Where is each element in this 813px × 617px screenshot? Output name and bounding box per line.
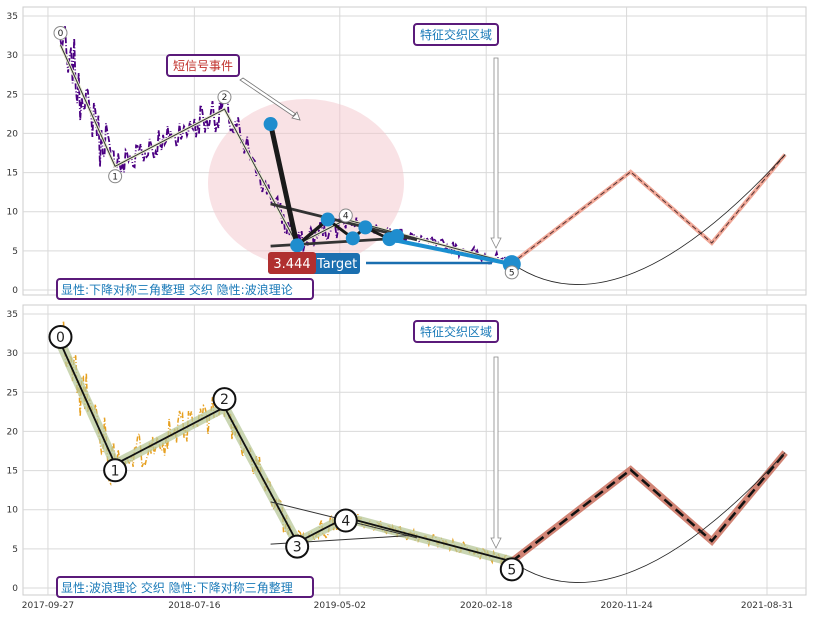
- intersect-zone-box: [413, 23, 499, 46]
- wave-point-label: 1: [111, 463, 120, 479]
- wave-line: [59, 342, 513, 563]
- wave-point-label: 1: [112, 172, 118, 182]
- projection-arc: [511, 154, 786, 285]
- wave-point-marker: [499, 557, 524, 582]
- wave-point-label: 4: [343, 212, 349, 222]
- short-signal-box: [166, 54, 240, 77]
- wave-point-label: 0: [58, 29, 64, 39]
- signal-dot: [389, 228, 404, 243]
- wave-point-marker: [333, 508, 358, 533]
- intersect-zone-box: [413, 320, 499, 343]
- target-label: Target: [316, 257, 357, 272]
- y-tick-label: 0: [12, 584, 18, 594]
- intersect-zone-arrow: [490, 57, 502, 249]
- y-tick-label: 10: [7, 208, 19, 218]
- signal-dot: [358, 220, 373, 235]
- wave-point-marker: [53, 25, 68, 40]
- x-tick-label: 2021-08-31: [741, 601, 793, 611]
- footer-box: [56, 576, 314, 598]
- intersect-zone-label: 特征交织区域: [420, 324, 492, 339]
- wave-point-marker: [285, 534, 310, 559]
- wave-point-marker: [103, 458, 128, 483]
- wave-point-label: 3: [293, 540, 302, 556]
- y-tick-label: 10: [7, 506, 19, 516]
- wave-point-label: 2: [222, 93, 228, 103]
- projection-line: [511, 451, 787, 563]
- target-value-box: [268, 252, 316, 274]
- plot-area: [22, 6, 807, 296]
- y-tick-label: 30: [7, 349, 19, 359]
- x-tick-label: 2019-05-02: [314, 601, 366, 611]
- signal-line: [268, 123, 300, 246]
- y-tick-label: 35: [7, 12, 18, 22]
- x-tick-label: 2020-11-24: [600, 601, 653, 611]
- wave-point-label: 2: [220, 392, 229, 408]
- projection-arc: [511, 452, 786, 583]
- projection-line: [511, 154, 786, 264]
- y-tick-label: 0: [12, 286, 18, 296]
- wave-point-label: 5: [509, 268, 515, 278]
- y-tick-label: 15: [7, 169, 18, 179]
- intersect-zone-arrow: [490, 356, 502, 549]
- x-axis: 2017-09-27 2018-07-16 2019-05-02 2020-02-18…: [22, 601, 793, 611]
- y-tick-label: 20: [7, 427, 19, 437]
- signal-dot: [290, 238, 305, 253]
- x-tick-label: 2018-07-16: [168, 601, 221, 611]
- y-tick-label: 35: [7, 310, 18, 320]
- intersect-zone-label: 特征交织区域: [420, 27, 492, 42]
- wave-point-label: 5: [507, 562, 516, 578]
- y-tick-label: 30: [7, 51, 19, 61]
- footer-box: [56, 278, 314, 300]
- wave-point-marker: [504, 265, 519, 280]
- short-signal-arrow: [239, 77, 301, 121]
- top-panel: 0 5 10 15 20 25 30 35 3.444 Target 短信号事件 0 1 2 4 5 特征交织区…: [7, 6, 807, 300]
- y-tick-label: 5: [12, 247, 18, 257]
- wave-point-marker: [48, 324, 73, 349]
- target-line: [389, 237, 513, 267]
- wave-point-label: 4: [341, 514, 350, 530]
- y-tick-label: 20: [7, 129, 19, 139]
- wave-point-marker: [338, 208, 353, 223]
- wave-point-label: 0: [56, 330, 65, 346]
- footer-label: 显性:波浪理论 交织 隐性:下降对称三角整理: [61, 580, 293, 595]
- x-tick-label: 2017-09-27: [22, 601, 74, 611]
- price-line: [59, 320, 513, 565]
- wave-line: [60, 44, 512, 264]
- short-signal-label: 短信号事件: [173, 59, 233, 73]
- y-tick-label: 25: [7, 90, 18, 100]
- y-tick-label: 25: [7, 388, 18, 398]
- wave-point-marker: [212, 387, 237, 412]
- y-tick-label: 15: [7, 467, 18, 477]
- wave-point-marker: [217, 90, 232, 105]
- y-tick-label: 5: [12, 545, 18, 555]
- x-tick-label: 2020-02-18: [460, 601, 513, 611]
- signal-dot: [263, 117, 278, 132]
- footer-label: 显性:下降对称三角整理 交织 隐性:波浪理论: [61, 282, 293, 297]
- target-value: 3.444: [273, 257, 310, 272]
- signal-dot: [345, 231, 360, 246]
- signal-dot: [320, 212, 335, 227]
- wave-point-marker: [108, 169, 123, 184]
